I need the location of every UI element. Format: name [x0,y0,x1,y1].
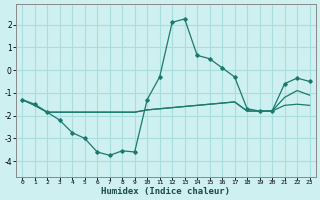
X-axis label: Humidex (Indice chaleur): Humidex (Indice chaleur) [101,187,230,196]
